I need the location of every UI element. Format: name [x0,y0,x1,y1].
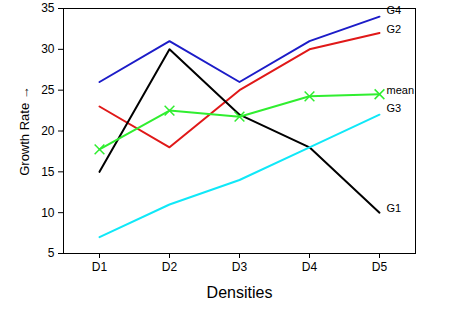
svg-text:D4: D4 [302,260,318,274]
svg-text:Densities: Densities [207,284,273,301]
svg-text:5: 5 [48,246,55,260]
svg-text:Growth Rate →: Growth Rate → [17,86,32,176]
svg-text:G4: G4 [387,4,402,16]
svg-text:35: 35 [41,1,55,15]
svg-text:D5: D5 [372,260,388,274]
svg-text:G2: G2 [387,23,402,35]
svg-text:10: 10 [41,206,55,220]
svg-text:D3: D3 [232,260,248,274]
svg-text:20: 20 [41,124,55,138]
svg-text:15: 15 [41,165,55,179]
svg-text:25: 25 [41,83,55,97]
svg-text:mean: mean [387,84,415,96]
svg-text:D2: D2 [162,260,178,274]
svg-text:G1: G1 [387,202,402,214]
svg-text:G3: G3 [387,102,402,114]
svg-text:30: 30 [41,42,55,56]
svg-text:D1: D1 [92,260,108,274]
